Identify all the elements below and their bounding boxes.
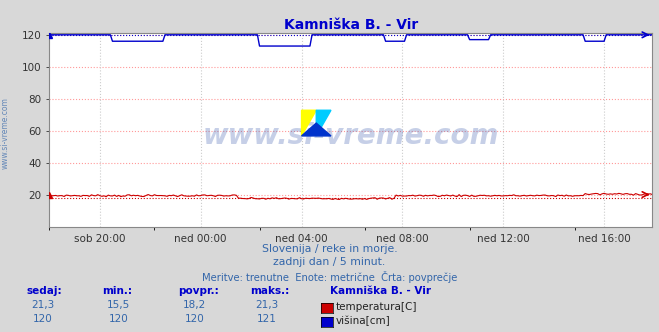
- Text: www.si-vreme.com: www.si-vreme.com: [1, 97, 10, 169]
- Text: sedaj:: sedaj:: [26, 286, 62, 296]
- Text: maks.:: maks.:: [250, 286, 290, 296]
- Text: ned 12:00: ned 12:00: [477, 234, 530, 244]
- Text: 18,2: 18,2: [183, 300, 206, 310]
- Title: Kamniška B. - Vir: Kamniška B. - Vir: [284, 18, 418, 32]
- Text: 120: 120: [33, 314, 53, 324]
- Polygon shape: [302, 123, 331, 136]
- Text: ned 16:00: ned 16:00: [578, 234, 631, 244]
- Text: 21,3: 21,3: [255, 300, 279, 310]
- Text: zadnji dan / 5 minut.: zadnji dan / 5 minut.: [273, 257, 386, 267]
- Text: Slovenija / reke in morje.: Slovenija / reke in morje.: [262, 244, 397, 254]
- Text: 120: 120: [185, 314, 204, 324]
- Text: 121: 121: [257, 314, 277, 324]
- Text: temperatura[C]: temperatura[C]: [336, 302, 418, 312]
- Text: 15,5: 15,5: [107, 300, 130, 310]
- Text: min.:: min.:: [102, 286, 132, 296]
- Text: ned 04:00: ned 04:00: [275, 234, 328, 244]
- Text: ned 08:00: ned 08:00: [376, 234, 429, 244]
- Polygon shape: [302, 110, 316, 136]
- Text: www.si-vreme.com: www.si-vreme.com: [203, 122, 499, 150]
- Text: 21,3: 21,3: [31, 300, 55, 310]
- Text: ned 00:00: ned 00:00: [175, 234, 227, 244]
- Text: povpr.:: povpr.:: [178, 286, 219, 296]
- Polygon shape: [316, 110, 331, 136]
- Text: sob 20:00: sob 20:00: [74, 234, 126, 244]
- Text: Meritve: trenutne  Enote: metrične  Črta: povprečje: Meritve: trenutne Enote: metrične Črta: …: [202, 271, 457, 283]
- Text: Kamniška B. - Vir: Kamniška B. - Vir: [330, 286, 430, 296]
- Text: višina[cm]: višina[cm]: [336, 315, 391, 326]
- Text: 120: 120: [109, 314, 129, 324]
